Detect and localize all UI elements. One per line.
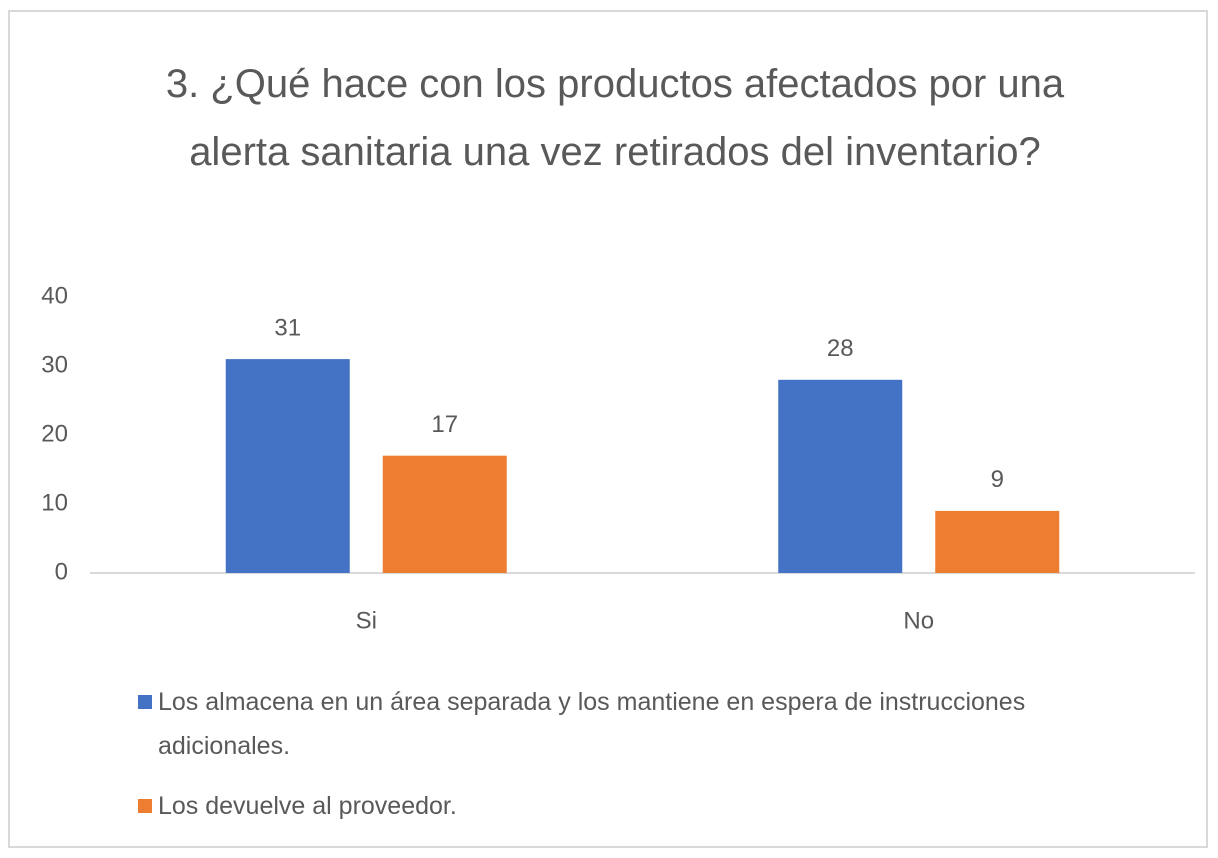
y-tick-label: 20 [41, 420, 68, 447]
bar [935, 510, 1060, 573]
y-tick-label: 10 [41, 489, 68, 516]
bar [778, 379, 903, 573]
legend-swatch [138, 799, 152, 813]
chart-frame [8, 10, 1208, 848]
chart-title: 3. ¿Qué hace con los productos afectados… [165, 62, 1065, 174]
data-label: 31 [274, 314, 301, 341]
data-label: 17 [431, 411, 458, 438]
data-label: 28 [827, 335, 854, 362]
y-tick-label: 40 [41, 282, 68, 309]
legend-label: Los almacena en un área separada y los m… [158, 688, 1026, 760]
bar [382, 455, 507, 573]
legend-swatch [138, 695, 152, 709]
legend-entry: Los devuelve al proveedor. [138, 784, 1128, 828]
legend-label: Los devuelve al proveedor. [158, 792, 457, 820]
y-tick-label: 30 [41, 351, 68, 378]
legend: Los almacena en un área separada y los m… [138, 680, 1128, 844]
data-label: 9 [991, 466, 1004, 493]
x-tick-label: No [903, 607, 934, 634]
legend-entry: Los almacena en un área separada y los m… [138, 680, 1128, 768]
y-tick-label: 0 [55, 558, 68, 585]
bar [225, 359, 350, 573]
x-tick-label: Si [356, 607, 377, 634]
